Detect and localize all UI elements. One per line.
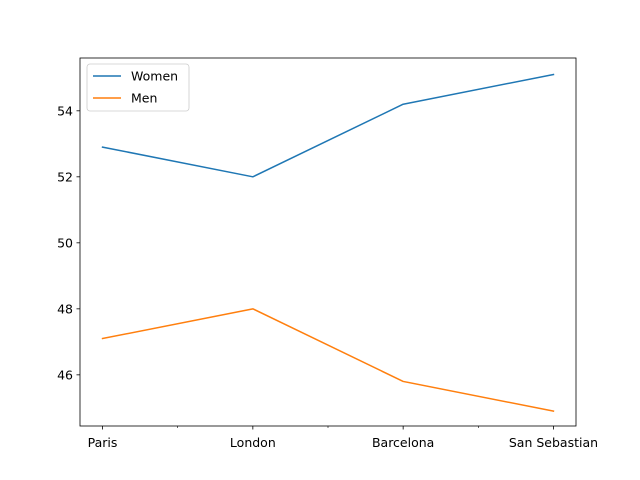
y-tick-label: 54 [57,103,73,118]
plot-area [80,58,576,426]
y-tick-label: 48 [57,301,73,316]
y-axis: 46 48 50 52 54 [57,103,80,382]
x-tick-label: London [230,435,276,450]
y-tick-label: 52 [57,169,73,184]
legend-label: Men [131,91,157,106]
x-axis: Paris London Barcelona San Sebastian [88,426,598,450]
series-line-men [101,308,555,413]
x-tick-label: Paris [88,435,118,450]
series-layer [101,73,555,413]
x-tick-label: Barcelona [372,435,434,450]
x-tick-label: San Sebastian [509,435,598,450]
legend-label: Women [131,69,178,84]
y-tick-label: 46 [57,367,73,382]
y-tick-label: 50 [57,235,73,250]
series-line-women [101,73,555,178]
legend: Women Men [86,63,190,112]
